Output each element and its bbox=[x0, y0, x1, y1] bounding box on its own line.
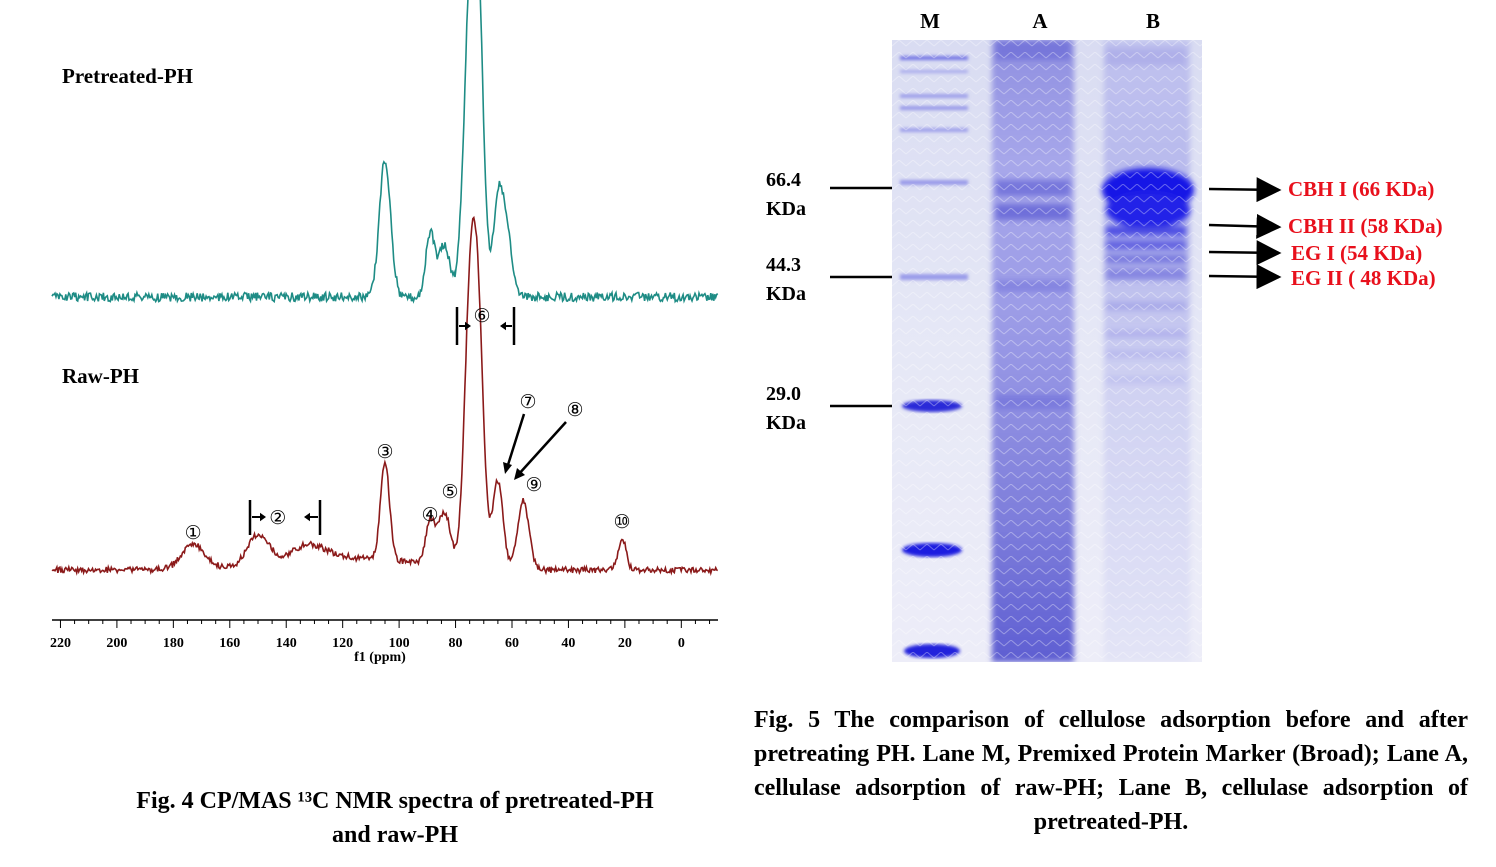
peak-annotation: ① bbox=[185, 522, 202, 544]
bracket-6-head-right bbox=[500, 321, 506, 331]
series-label-pretreated: Pretreated-PH bbox=[62, 64, 193, 88]
peak-annotation: ⑥ bbox=[473, 305, 490, 327]
x-tick-label-180: 180 bbox=[163, 636, 184, 651]
peak-annotation: ② bbox=[269, 507, 286, 529]
enzyme-eg2: EG II ( 48 KDa) bbox=[1291, 266, 1436, 290]
x-tick-label-60: 60 bbox=[505, 636, 519, 651]
x-tick-label-200: 200 bbox=[106, 636, 127, 651]
x-tick-label-0: 0 bbox=[678, 636, 685, 651]
x-tick-label-20: 20 bbox=[618, 636, 632, 651]
arrow-cbh2 bbox=[1208, 213, 1282, 239]
arrow-7 bbox=[505, 413, 526, 469]
figure5-caption: Fig. 5 The comparison of cellulose adsor… bbox=[754, 707, 1468, 835]
series-label-raw: Raw-PH bbox=[62, 364, 139, 388]
marker-44-3-unit: KDa bbox=[766, 283, 806, 305]
figure4-caption: Fig. 4 CP/MAS ¹³C NMR spectra of pretrea… bbox=[40, 784, 750, 852]
x-tick-label-220: 220 bbox=[50, 636, 71, 651]
arrow-eg1 bbox=[1208, 240, 1282, 266]
gel-image bbox=[892, 40, 1202, 662]
arrow-8-head bbox=[514, 468, 525, 480]
peak-annotation: ⑨ bbox=[525, 474, 542, 496]
spectrum-line-raw bbox=[51, 215, 719, 577]
lane-label-b: B bbox=[1145, 9, 1160, 33]
peak-annotation: ④ bbox=[421, 504, 438, 526]
marker-44-3: 44.3 KDa bbox=[766, 251, 806, 309]
marker-29-0-unit: KDa bbox=[766, 412, 806, 434]
x-tick-label-100: 100 bbox=[389, 636, 410, 651]
arrow-8 bbox=[517, 421, 567, 476]
enzyme-cbh1: CBH I (66 KDa) bbox=[1288, 177, 1435, 201]
marker-29-0: 29.0 KDa bbox=[766, 380, 806, 438]
figure4-caption-line1: Fig. 4 CP/MAS ¹³C NMR spectra of pretrea… bbox=[136, 788, 654, 814]
enzyme-eg1: EG I (54 KDa) bbox=[1291, 241, 1423, 265]
x-tick-label-80: 80 bbox=[449, 636, 463, 651]
peak-annotation: ⑦ bbox=[519, 391, 536, 413]
marker-66-4-unit: KDa bbox=[766, 198, 806, 220]
x-tick-label-140: 140 bbox=[276, 636, 297, 651]
bracket-6-head-left bbox=[465, 321, 471, 331]
lane-label-a: A bbox=[1032, 9, 1048, 33]
marker-66-4-value: 66.4 bbox=[766, 169, 801, 191]
peak-annotation: ③ bbox=[376, 441, 393, 463]
arrow-7-head bbox=[503, 462, 512, 474]
enzyme-cbh2: CBH II (58 KDa) bbox=[1288, 214, 1443, 238]
marker-29-0-value: 29.0 bbox=[766, 383, 801, 405]
marker-lines bbox=[830, 186, 892, 408]
peak-annotation: ⑧ bbox=[566, 399, 583, 421]
marker-44-3-value: 44.3 bbox=[766, 254, 801, 276]
lane-label-m: M bbox=[920, 9, 940, 33]
marker-66-4: 66.4 KDa bbox=[766, 166, 806, 224]
x-tick-label-120: 120 bbox=[332, 636, 353, 651]
peak-annotation: ⑩ bbox=[614, 511, 631, 533]
figure4-caption-line2: and raw-PH bbox=[332, 822, 458, 848]
x-tick-label-160: 160 bbox=[219, 636, 240, 651]
x-axis-title: f1 (ppm) bbox=[354, 650, 406, 665]
peak-annotation: ⑤ bbox=[441, 481, 458, 503]
x-tick-label-40: 40 bbox=[561, 636, 575, 651]
enzyme-arrows bbox=[1208, 177, 1282, 290]
spectrum-line-pretreated bbox=[51, 0, 719, 305]
arrow-eg2 bbox=[1208, 264, 1282, 290]
bracket-2-head-right bbox=[304, 512, 310, 522]
bracket-2-head-left bbox=[260, 512, 266, 522]
arrow-cbh1 bbox=[1208, 177, 1282, 203]
